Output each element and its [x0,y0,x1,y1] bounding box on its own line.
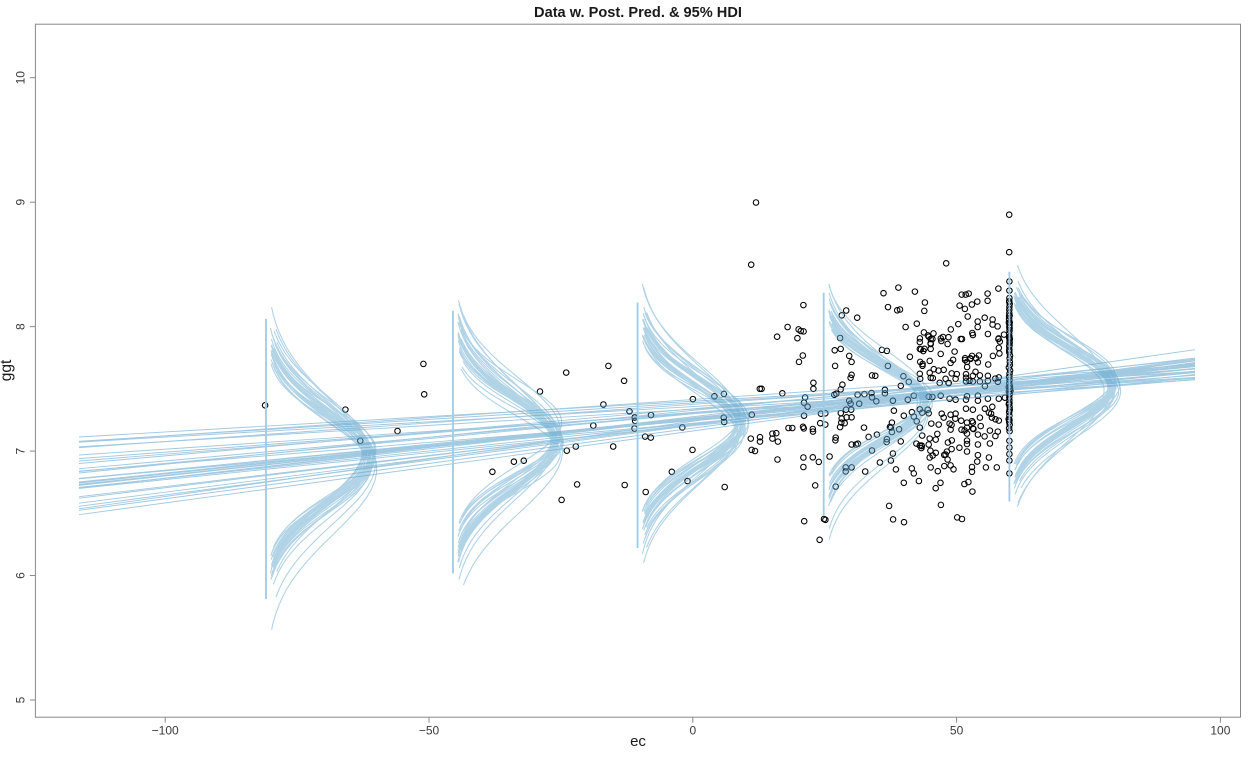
svg-text:50: 50 [950,724,964,738]
svg-text:100: 100 [1210,724,1230,738]
svg-text:5: 5 [14,696,28,703]
svg-text:6: 6 [14,572,28,579]
svg-text:9: 9 [14,199,28,206]
svg-text:ec: ec [630,733,646,750]
svg-text:−50: −50 [419,724,440,738]
svg-text:10: 10 [14,71,28,85]
svg-text:−100: −100 [152,724,179,738]
svg-text:Data w. Post. Pred. & 95% HDI: Data w. Post. Pred. & 95% HDI [534,5,742,21]
svg-text:0: 0 [689,724,696,738]
svg-text:7: 7 [14,447,28,454]
svg-text:8: 8 [14,323,28,330]
svg-text:ggt: ggt [0,359,15,381]
